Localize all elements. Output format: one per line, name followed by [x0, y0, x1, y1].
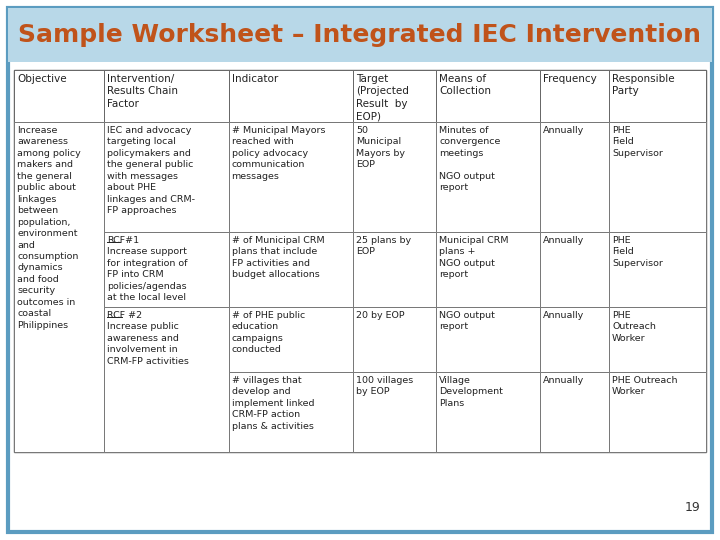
- Text: Annually: Annually: [543, 311, 584, 320]
- Bar: [104, 307, 228, 452]
- Text: 25 plans by
EOP: 25 plans by EOP: [356, 236, 411, 256]
- Text: Annually: Annually: [543, 376, 584, 385]
- Text: # villages that
develop and
implement linked
CRM-FP action
plans & activities: # villages that develop and implement li…: [232, 376, 314, 431]
- Bar: [353, 307, 436, 372]
- Text: Objective: Objective: [17, 74, 67, 84]
- Text: Municipal CRM
plans +
NGO output
report: Municipal CRM plans + NGO output report: [439, 236, 508, 279]
- Bar: [436, 70, 540, 122]
- Bar: [228, 372, 353, 452]
- Bar: [104, 122, 228, 232]
- Bar: [609, 307, 706, 372]
- Bar: [228, 232, 353, 307]
- Text: # of Municipal CRM
plans that include
FP activities and
budget allocations: # of Municipal CRM plans that include FP…: [232, 236, 324, 279]
- Text: Village
Development
Plans: Village Development Plans: [439, 376, 503, 408]
- Bar: [540, 122, 609, 232]
- Text: PHE
Outreach
Worker: PHE Outreach Worker: [612, 311, 656, 343]
- Text: Minutes of
convergence
meetings

NGO output
report: Minutes of convergence meetings NGO outp…: [439, 126, 500, 192]
- Bar: [353, 70, 436, 122]
- Text: Sample Worksheet – Integrated IEC Intervention: Sample Worksheet – Integrated IEC Interv…: [19, 23, 701, 47]
- Bar: [228, 70, 353, 122]
- Bar: [540, 307, 609, 372]
- Text: # Municipal Mayors
reached with
policy advocacy
communication
messages: # Municipal Mayors reached with policy a…: [232, 126, 325, 181]
- Text: Responsible
Party: Responsible Party: [612, 74, 675, 97]
- Bar: [14, 70, 104, 122]
- Text: # of PHE public
education
campaigns
conducted: # of PHE public education campaigns cond…: [232, 311, 305, 354]
- Text: Annually: Annually: [543, 236, 584, 245]
- Bar: [14, 122, 104, 452]
- Text: RCF #2
Increase public
awareness and
involvement in
CRM-FP activities: RCF #2 Increase public awareness and inv…: [107, 311, 189, 366]
- Text: 100 villages
by EOP: 100 villages by EOP: [356, 376, 413, 396]
- Bar: [436, 122, 540, 232]
- Bar: [609, 372, 706, 452]
- Bar: [436, 372, 540, 452]
- Text: IEC and advocacy
targeting local
policymakers and
the general public
with messag: IEC and advocacy targeting local policym…: [107, 126, 195, 215]
- Text: PHE Outreach
Worker: PHE Outreach Worker: [612, 376, 678, 396]
- Bar: [540, 372, 609, 452]
- Text: NGO output
report: NGO output report: [439, 311, 495, 332]
- Text: Increase
awareness
among policy
makers and
the general
public about
linkages
bet: Increase awareness among policy makers a…: [17, 126, 81, 329]
- Bar: [353, 372, 436, 452]
- Bar: [353, 122, 436, 232]
- Bar: [228, 307, 353, 372]
- Bar: [540, 70, 609, 122]
- Text: Annually: Annually: [543, 126, 584, 135]
- Text: PHE
Field
Supervisor: PHE Field Supervisor: [612, 236, 663, 268]
- Text: Indicator: Indicator: [232, 74, 278, 84]
- Text: 50
Municipal
Mayors by
EOP: 50 Municipal Mayors by EOP: [356, 126, 405, 170]
- Bar: [104, 70, 228, 122]
- Text: 19: 19: [684, 501, 700, 514]
- Bar: [609, 70, 706, 122]
- Bar: [609, 232, 706, 307]
- Bar: [14, 70, 706, 452]
- Text: Means of
Collection: Means of Collection: [439, 74, 491, 97]
- Bar: [104, 232, 228, 307]
- Bar: [228, 122, 353, 232]
- Bar: [609, 122, 706, 232]
- Text: RCF#1
Increase support
for integration of
FP into CRM
policies/agendas
at the lo: RCF#1 Increase support for integration o…: [107, 236, 187, 302]
- Text: PHE
Field
Supervisor: PHE Field Supervisor: [612, 126, 663, 158]
- Text: Target
(Projected
Result  by
EOP): Target (Projected Result by EOP): [356, 74, 409, 121]
- Text: Frequency: Frequency: [543, 74, 597, 84]
- Bar: [436, 307, 540, 372]
- Bar: [540, 232, 609, 307]
- Text: Intervention/
Results Chain
Factor: Intervention/ Results Chain Factor: [107, 74, 178, 109]
- Bar: [353, 232, 436, 307]
- Bar: [8, 8, 712, 62]
- Text: 20 by EOP: 20 by EOP: [356, 311, 405, 320]
- Bar: [436, 232, 540, 307]
